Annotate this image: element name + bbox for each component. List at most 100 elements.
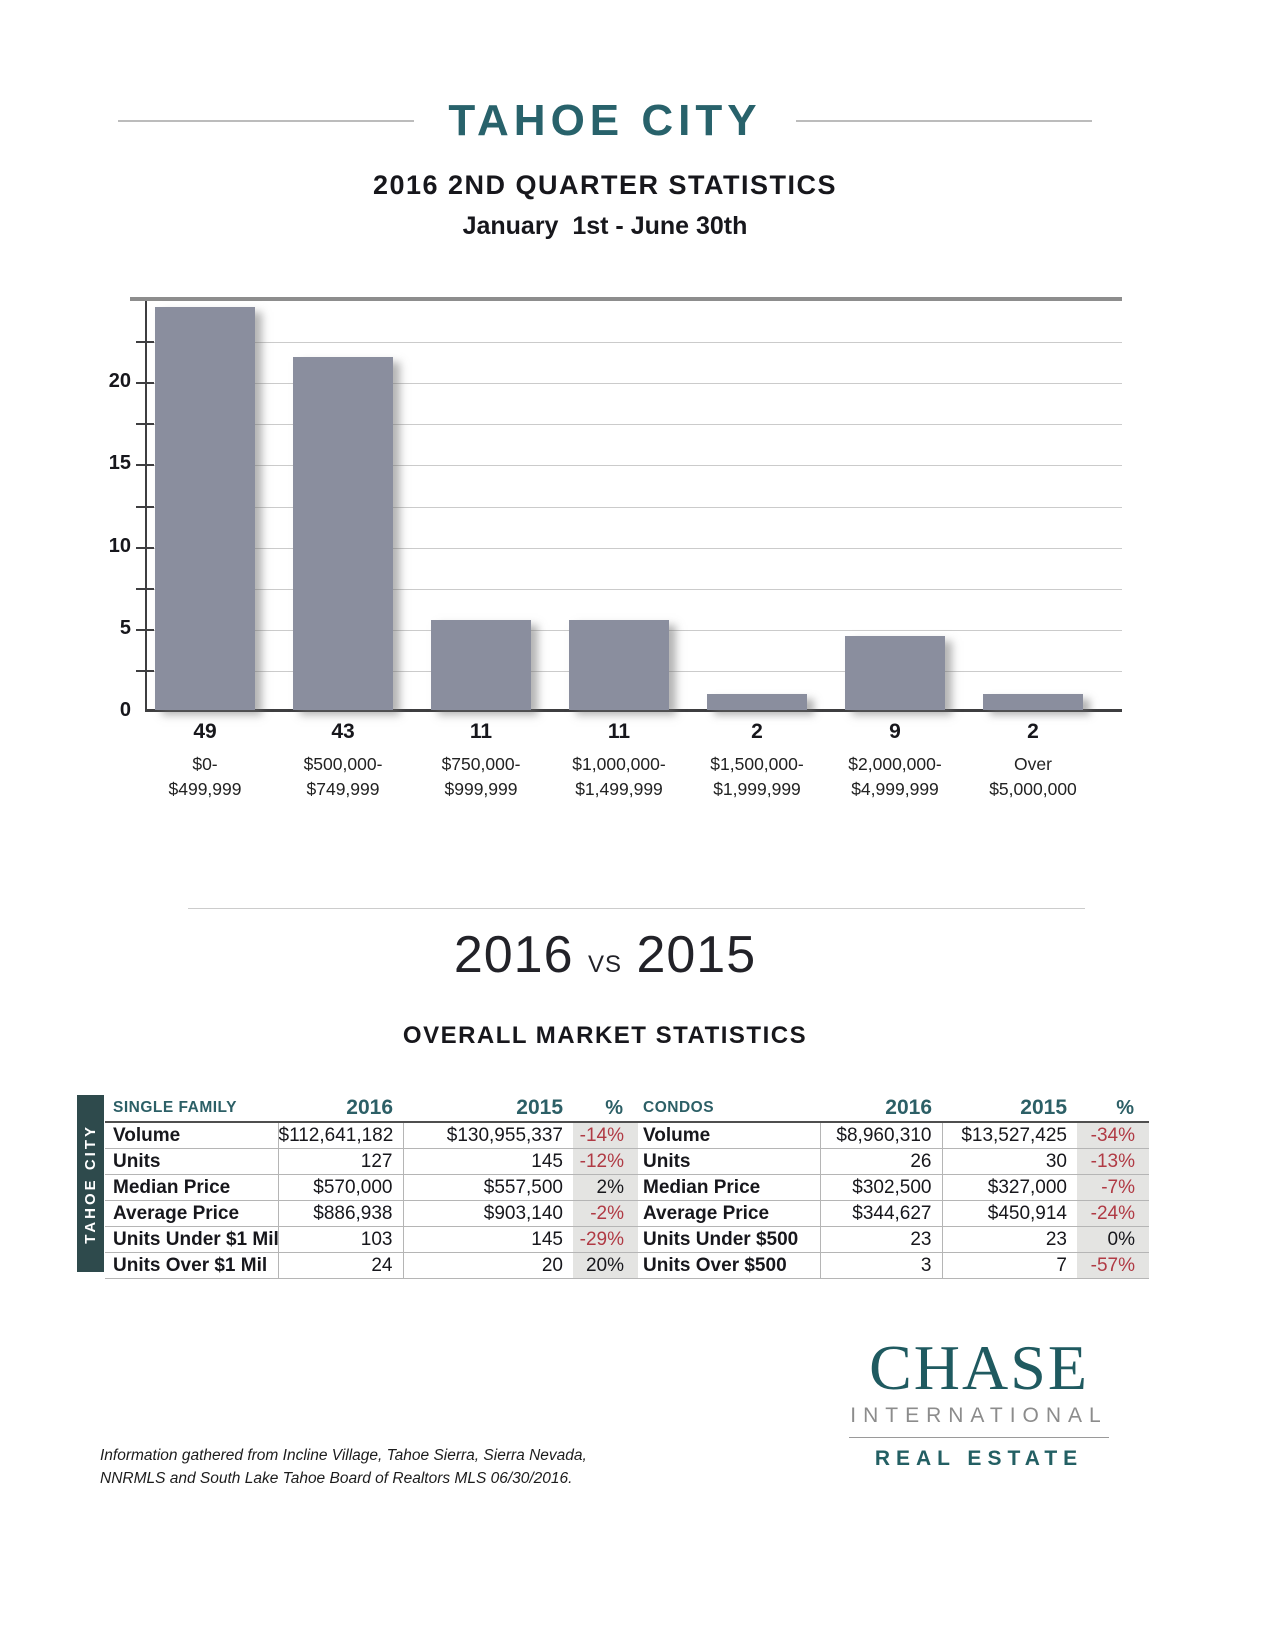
table-row: Volume $112,641,182 $130,955,337 -14% (105, 1122, 638, 1149)
page-title: TAHOE CITY (448, 96, 762, 145)
value-2015: $13,527,425 (941, 1122, 1077, 1149)
axis-tick (136, 341, 154, 344)
category-range: $1,000,000- (572, 754, 666, 774)
value-percent: -7% (1077, 1174, 1149, 1201)
row-label: Units Under $1 Mil (105, 1226, 278, 1253)
column-header-2015: 2015 (942, 1095, 1077, 1123)
logo-subname: INTERNATIONAL (850, 1404, 1108, 1427)
category-range: $4,999,999 (851, 779, 939, 800)
row-label: Volume (635, 1122, 820, 1149)
date-range: January 1st - June 30th (462, 212, 748, 240)
column-header-percent: % (573, 1095, 638, 1123)
category-count: 2 (1027, 720, 1039, 743)
gridline (147, 465, 1122, 467)
disclaimer-line-1: Information gathered from Incline Villag… (100, 1447, 587, 1464)
value-2015: 145 (402, 1148, 573, 1175)
category-range: $499,999 (168, 779, 242, 800)
value-percent: -13% (1077, 1148, 1149, 1175)
value-2016: $112,641,182 (277, 1122, 403, 1149)
row-label: Median Price (105, 1174, 278, 1201)
value-2016: $8,960,310 (819, 1122, 942, 1149)
value-2015: $327,000 (941, 1174, 1077, 1201)
value-2016: 3 (819, 1252, 942, 1279)
gridline (147, 547, 1122, 549)
title-rule-left (118, 120, 415, 122)
row-label: Volume (105, 1122, 278, 1149)
column-header-2016: 2016 (820, 1095, 942, 1123)
table-row: Units Under $1 Mil 103 145 -29% (105, 1226, 638, 1253)
y-axis-label: 0 (119, 699, 131, 721)
category-label: 11 $1,000,000- $1,499,999 (550, 720, 688, 803)
category-range: $750,000- (441, 754, 521, 774)
value-2016: $886,938 (277, 1200, 403, 1227)
chart-bar (707, 693, 807, 710)
axis-tick (136, 423, 154, 426)
chart-top-border (130, 297, 1122, 301)
axis-tick (136, 505, 154, 508)
table-row: Median Price $570,000 $557,500 2% (105, 1174, 638, 1201)
heading-vs: VS (587, 951, 622, 978)
category-range: $1,500,000- (710, 754, 804, 774)
category-label: 2 $1,500,000- $1,999,999 (688, 720, 826, 803)
chart-plot (136, 301, 1122, 712)
header: TAHOE CITY (118, 96, 1092, 146)
title-rule-right (795, 120, 1092, 122)
heading-year-left: 2016 (453, 926, 574, 984)
disclaimer: Information gathered from Incline Villag… (100, 1444, 587, 1491)
category-count: 43 (331, 720, 355, 743)
table-name-header: CONDOS (635, 1095, 820, 1123)
row-label: Units (635, 1148, 820, 1175)
value-2016: 26 (819, 1148, 942, 1175)
chart-bar (431, 619, 531, 710)
category-range: $1,499,999 (575, 779, 663, 800)
column-header-percent: % (1077, 1095, 1149, 1123)
chart-bar (155, 307, 255, 710)
value-percent: 20% (573, 1252, 638, 1279)
table-row: Units 26 30 -13% (635, 1148, 1149, 1175)
y-axis-label: 20 (108, 370, 131, 393)
category-range: $749,999 (306, 779, 380, 800)
row-label: Units Over $1 Mil (105, 1252, 278, 1279)
axis-tick (136, 669, 154, 672)
value-2015: $130,955,337 (402, 1122, 573, 1149)
column-header-2016: 2016 (278, 1095, 403, 1123)
sidebar-region-tab: TAHOE CITY (77, 1095, 104, 1272)
value-2016: $302,500 (819, 1174, 942, 1201)
category-range: $999,999 (444, 779, 518, 800)
chart-bar (845, 636, 945, 710)
category-count: 9 (889, 720, 901, 743)
category-count: 49 (193, 720, 217, 743)
chart-bar (569, 619, 669, 710)
value-2015: 30 (941, 1148, 1077, 1175)
heading-year-right: 2015 (636, 926, 757, 984)
category-range: $1,999,999 (713, 779, 801, 800)
value-2016: 103 (277, 1226, 403, 1253)
gridline (147, 383, 1122, 385)
table-name-header: SINGLE FAMILY (105, 1095, 278, 1123)
value-percent: -34% (1077, 1122, 1149, 1149)
gridline (147, 424, 1122, 426)
chart-bar (983, 693, 1083, 710)
value-2015: $557,500 (402, 1174, 573, 1201)
table-row: Units Over $1 Mil 24 20 20% (105, 1252, 638, 1279)
axis-tick (136, 382, 154, 385)
disclaimer-line-2: NNRMLS and South Lake Tahoe Board of Rea… (100, 1470, 573, 1488)
gridline (147, 342, 1122, 344)
value-percent: -29% (573, 1226, 638, 1253)
table-row: Units 127 145 -12% (105, 1148, 638, 1175)
category-range: Over (1014, 754, 1052, 774)
category-label: 2 Over $5,000,000 (964, 720, 1102, 803)
table-row: Units Under $500 23 23 0% (635, 1226, 1149, 1253)
y-axis-label: 15 (108, 452, 131, 475)
table-header-row: CONDOS 2016 2015 % (635, 1095, 1149, 1123)
value-percent: 0% (1077, 1226, 1149, 1253)
section-divider (188, 908, 1085, 909)
category-range: $0- (192, 754, 218, 774)
value-2015: $450,914 (941, 1200, 1077, 1227)
table-row: Volume $8,960,310 $13,527,425 -34% (635, 1122, 1149, 1149)
row-label: Units Over $500 (635, 1252, 820, 1279)
logo-divider (849, 1437, 1109, 1438)
value-2016: $344,627 (819, 1200, 942, 1227)
condos-table: CONDOS 2016 2015 % Volume $8,960,310 $13,5… (635, 1095, 1149, 1279)
category-label: 49 $0- $499,999 (136, 720, 274, 803)
